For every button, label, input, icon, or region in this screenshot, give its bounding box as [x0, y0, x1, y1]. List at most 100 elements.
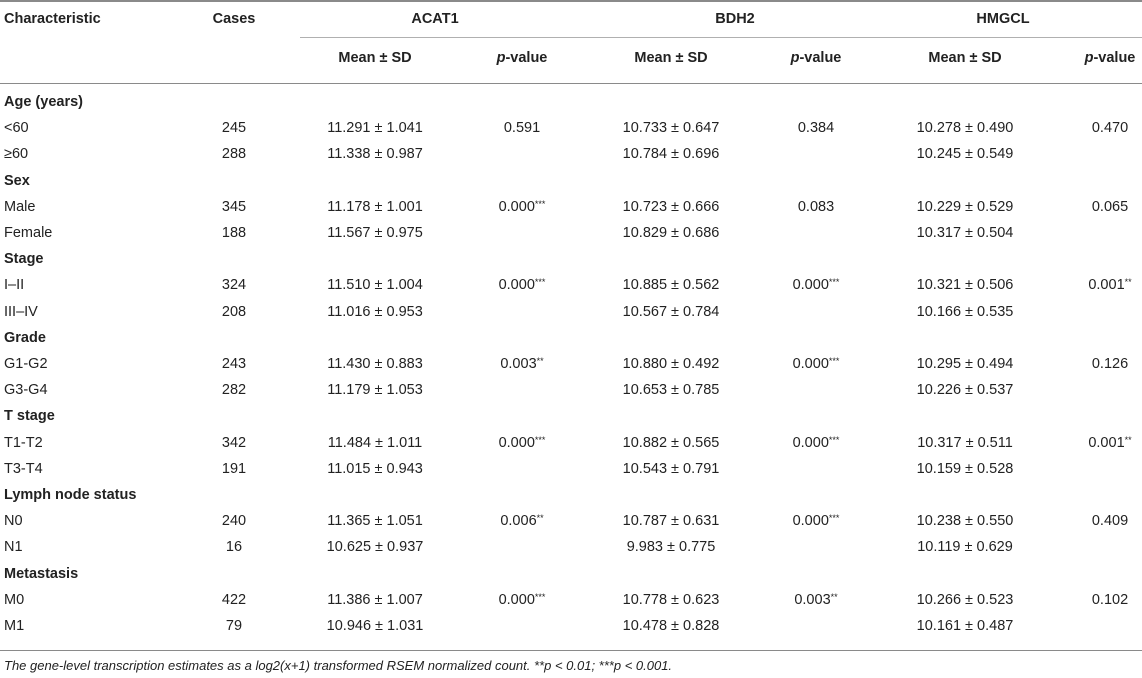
- p-value-cell: 0.470: [1092, 118, 1128, 138]
- p-value-cell: 0.000***: [499, 590, 546, 610]
- row-label: Male: [4, 198, 36, 215]
- header-characteristic: Characteristic: [4, 11, 101, 27]
- significance-marker: ***: [828, 356, 840, 366]
- p-value: 0.003: [794, 591, 831, 608]
- p-value: 0.591: [503, 120, 541, 137]
- p-value: 0.065: [1091, 198, 1129, 215]
- header-gene-acat1: ACAT1: [411, 11, 459, 27]
- row-label: <60: [4, 120, 29, 137]
- mean-sd-cell: 10.238 ± 0.550: [916, 513, 1014, 530]
- p-value-cell: 0.003**: [794, 590, 837, 610]
- mean-sd-cell: 10.478 ± 0.828: [622, 618, 720, 634]
- mean-sd-cell: 11.567 ± 0.975: [327, 225, 423, 241]
- p-value: 0.384: [797, 120, 835, 137]
- p-value-cell: 0.000***: [793, 511, 840, 531]
- significance-marker: ***: [534, 434, 546, 445]
- mean-sd-cell: 10.266 ± 0.523: [916, 591, 1014, 608]
- mean-sd-cell: 11.179 ± 1.053: [327, 382, 423, 399]
- group-heading: Grade: [4, 329, 46, 346]
- row-label: T3-T4: [4, 460, 43, 477]
- significance-marker: ***: [534, 198, 546, 209]
- header-acat1-p-value: p-value: [496, 50, 548, 66]
- row-label: N1: [4, 539, 23, 556]
- mean-sd-cell: 10.723 ± 0.666: [622, 198, 720, 215]
- p-value: 0.409: [1091, 513, 1129, 530]
- p-value: 0.000: [498, 591, 535, 608]
- mean-sd-cell: 11.510 ± 1.004: [327, 277, 423, 294]
- p-value-cell: 0.006**: [500, 511, 543, 531]
- header-bottom-rule: [0, 83, 1142, 84]
- group-heading: Sex: [4, 172, 30, 189]
- mean-sd-cell: 11.386 ± 1.007: [327, 591, 423, 608]
- cases-cell: 16: [225, 539, 243, 556]
- row-label: I–II: [4, 277, 25, 294]
- significance-marker: **: [536, 356, 544, 366]
- cases-cell: 324: [221, 277, 247, 294]
- mean-sd-cell: 11.016 ± 0.953: [327, 303, 423, 320]
- mean-sd-cell: 10.946 ± 1.031: [326, 618, 424, 634]
- header-bdh2-p-value: p-value: [790, 50, 842, 66]
- p-value: 0.000: [792, 277, 829, 294]
- mean-sd-cell: 10.778 ± 0.623: [622, 591, 720, 608]
- mean-sd-cell: 11.291 ± 1.041: [327, 120, 423, 137]
- p-value-cell: 0.000***: [793, 275, 840, 295]
- group-heading: Lymph node status: [4, 487, 137, 503]
- p-value: 0.000: [792, 434, 829, 451]
- mean-sd-cell: 10.733 ± 0.647: [622, 120, 720, 137]
- mean-sd-cell: 10.653 ± 0.785: [622, 382, 720, 399]
- p-value: 0.000: [792, 356, 829, 372]
- p-value: 0.001: [1088, 277, 1125, 294]
- header-hmgcl-mean-sd: Mean ± SD: [928, 50, 1002, 66]
- cases-cell: 342: [221, 434, 247, 451]
- header-acat1-mean-sd: Mean ± SD: [338, 50, 412, 66]
- mean-sd-cell: 10.317 ± 0.504: [916, 225, 1014, 241]
- p-value-cell: 0.126: [1092, 354, 1128, 374]
- mean-sd-cell: 10.784 ± 0.696: [622, 146, 720, 163]
- p-value: 0.003: [500, 356, 537, 372]
- header-mid-rule: [300, 37, 1142, 38]
- mean-sd-cell: 10.829 ± 0.686: [622, 225, 720, 241]
- group-heading: Stage: [4, 251, 44, 268]
- table-footnote: The gene-level transcription estimates a…: [4, 658, 673, 673]
- row-label: M1: [4, 618, 25, 634]
- p-value-cell: 0.591: [504, 118, 540, 138]
- mean-sd-cell: 10.245 ± 0.549: [916, 146, 1014, 163]
- significance-marker: **: [830, 591, 838, 602]
- p-value-cell: 0.000***: [499, 275, 546, 295]
- mean-sd-cell: 10.278 ± 0.490: [916, 120, 1014, 137]
- p-value-cell: 0.000***: [793, 433, 840, 453]
- mean-sd-cell: 10.567 ± 0.784: [622, 303, 720, 320]
- row-label: Female: [4, 225, 53, 241]
- mean-sd-cell: 11.484 ± 1.011: [327, 434, 423, 451]
- mean-sd-cell: 11.338 ± 0.987: [327, 146, 423, 163]
- p-value-cell: 0.001**: [1088, 275, 1131, 295]
- mean-sd-cell: 10.787 ± 0.631: [622, 513, 720, 530]
- mean-sd-cell: 10.880 ± 0.492: [622, 356, 720, 372]
- p-value-cell: 0.003**: [500, 354, 543, 374]
- p-value: 0.470: [1091, 120, 1129, 137]
- p-value-cell: 0.083: [798, 197, 834, 217]
- row-label: T1-T2: [4, 434, 43, 451]
- p-value-cell: 0.384: [798, 118, 834, 138]
- p-value: 0.083: [797, 198, 835, 215]
- mean-sd-cell: 11.015 ± 0.943: [327, 460, 423, 477]
- mean-sd-cell: 10.321 ± 0.506: [916, 277, 1014, 294]
- mean-sd-cell: 10.882 ± 0.565: [622, 434, 720, 451]
- p-value-cell: 0.000***: [793, 354, 840, 374]
- p-value-cell: 0.102: [1092, 590, 1128, 610]
- p-value-cell: 0.000***: [499, 433, 546, 453]
- significance-marker: ***: [828, 277, 840, 288]
- group-heading: Age (years): [4, 94, 83, 110]
- mean-sd-cell: 10.159 ± 0.528: [916, 460, 1014, 477]
- p-value: 0.006: [500, 513, 537, 530]
- mean-sd-cell: 10.317 ± 0.511: [917, 434, 1013, 451]
- significance-marker: **: [1124, 277, 1132, 288]
- row-label: M0: [4, 591, 25, 608]
- cases-cell: 79: [225, 618, 243, 634]
- p-value: 0.000: [792, 513, 829, 530]
- mean-sd-cell: 11.178 ± 1.001: [327, 198, 423, 215]
- mean-sd-cell: 10.885 ± 0.562: [622, 277, 720, 294]
- header-gene-bdh2: BDH2: [715, 11, 755, 27]
- group-heading: Metastasis: [4, 565, 79, 582]
- header-bdh2-mean-sd: Mean ± SD: [634, 50, 708, 66]
